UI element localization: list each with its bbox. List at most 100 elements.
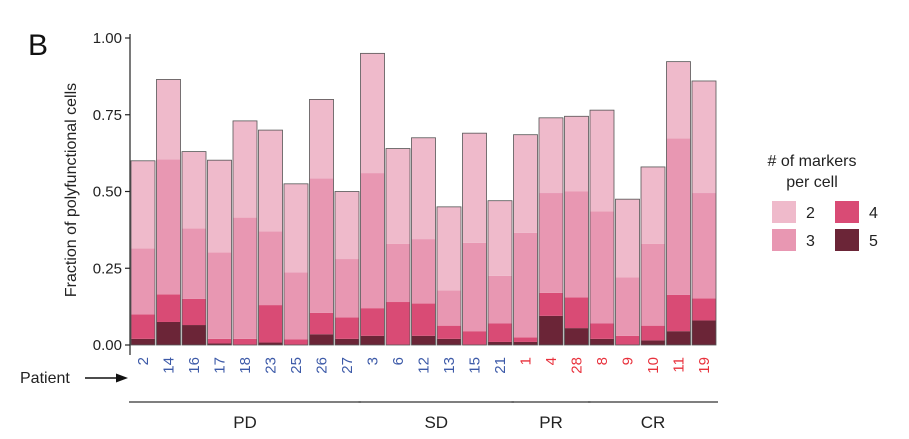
bar-segment-5-markers (309, 334, 334, 345)
bar-segment-2-markers (335, 191, 359, 260)
bar-segment-5-markers (360, 335, 385, 345)
bar-outline (538, 117, 564, 346)
bar-patient-6 (385, 148, 411, 346)
bar-patient-25 (283, 183, 309, 346)
bar-segment-4-markers (513, 337, 538, 342)
bar-segment-3-markers (182, 228, 206, 299)
bar-segment-5-markers (641, 340, 665, 345)
bar-segment-2-markers (207, 160, 232, 253)
legend: # of markers per cell 2 3 4 5 (768, 153, 878, 251)
legend-label-4: 4 (869, 205, 878, 222)
bar-outline (513, 134, 538, 346)
bar-patient-11 (666, 61, 691, 346)
group-label-sd: SD (424, 413, 448, 432)
bar-outline (666, 61, 691, 346)
bar-segment-3-markers (360, 173, 385, 309)
bar-segment-3-markers (207, 252, 232, 339)
patient-label: 19 (696, 357, 713, 374)
patient-label: 26 (314, 357, 331, 374)
bar-segment-5-markers (539, 315, 563, 345)
patient-arrow-icon (85, 373, 128, 383)
patient-label: 9 (620, 357, 637, 365)
legend-swatch-5 (835, 229, 859, 251)
bar-segment-3-markers (335, 259, 359, 318)
bar-segment-3-markers (641, 243, 665, 326)
bar-outline (487, 200, 513, 346)
bar-segment-2-markers (386, 148, 410, 244)
bar-segment-2-markers (666, 61, 691, 139)
patient-label: 11 (671, 357, 688, 373)
bar-segment-3-markers (258, 231, 283, 306)
bar-outline (232, 120, 258, 346)
patient-label: 1 (518, 357, 535, 365)
bar-segment-3-markers (590, 211, 614, 324)
bar-outline (615, 198, 640, 346)
patient-label: 14 (161, 357, 178, 374)
bar-patient-15 (462, 132, 487, 346)
patient-label: 3 (365, 357, 382, 365)
bar-outline (411, 137, 436, 346)
bar-outline (564, 115, 589, 346)
bar-segment-5-markers (488, 341, 512, 345)
bar-segment-3-markers (233, 217, 257, 339)
bar-segment-4-markers (692, 298, 716, 321)
bar-segment-2-markers (615, 199, 640, 278)
bar-segment-4-markers (666, 294, 691, 332)
bar-patient-14 (156, 79, 181, 346)
bar-segment-5-markers (156, 321, 181, 345)
bar-outline (691, 80, 717, 346)
bar-segment-5-markers (131, 338, 155, 345)
bar-segment-2-markers (258, 130, 283, 232)
bar-segment-2-markers (156, 79, 181, 160)
patient-label: 25 (288, 357, 305, 374)
bar-segment-2-markers (488, 200, 512, 276)
bar-segment-3-markers (666, 138, 691, 295)
bar-segment-4-markers (309, 312, 334, 335)
bar-segment-3-markers (462, 242, 487, 332)
y-axis: 0.00 0.25 0.50 0.75 1.00 (93, 30, 131, 355)
bar-segment-4-markers (539, 292, 563, 316)
bar-segment-3-markers (615, 277, 640, 336)
patient-label: 6 (390, 357, 407, 365)
bar-segment-4-markers (386, 302, 410, 345)
bar-patient-9 (615, 198, 640, 346)
bar-patient-16 (181, 151, 207, 346)
bar-patient-21 (487, 200, 513, 346)
patient-arrow-label: Patient (20, 370, 70, 387)
legend-label-3: 3 (806, 233, 815, 250)
bar-segment-5-markers (590, 338, 614, 345)
bar-segment-4-markers (233, 338, 257, 345)
bar-patient-19 (691, 80, 717, 346)
bar-outline (130, 160, 156, 346)
patient-label: 4 (543, 357, 560, 365)
legend-swatch-2 (772, 201, 796, 223)
bar-segment-4-markers (488, 323, 512, 342)
y-axis-title: Fraction of polyfunctional cells (63, 83, 80, 297)
bar-segment-3-markers (437, 290, 461, 326)
patient-label: 12 (416, 357, 433, 374)
bar-segment-3-markers (692, 193, 716, 299)
bar-segment-2-markers (309, 99, 334, 179)
legend-title-line1: # of markers (768, 153, 857, 170)
bar-segment-4-markers (462, 331, 487, 345)
bar-outline (360, 52, 385, 346)
bar-segment-3-markers (564, 191, 589, 298)
legend-label-5: 5 (869, 233, 878, 250)
bar-segment-2-markers (233, 120, 257, 218)
patient-label: 23 (263, 357, 280, 374)
y-tick-label: 1.00 (93, 30, 122, 47)
bar-patient-8 (589, 109, 615, 346)
bar-segment-2-markers (462, 133, 487, 243)
bar-segment-2-markers (692, 80, 716, 194)
patient-label: 18 (237, 357, 254, 374)
bar-segment-3-markers (131, 248, 155, 315)
bar-segment-3-markers (156, 159, 181, 295)
bar-segment-2-markers (182, 151, 206, 229)
bar-segment-2-markers (564, 116, 589, 192)
bar-segment-3-markers (284, 272, 308, 340)
bar-outline (309, 99, 334, 346)
bar-segment-3-markers (411, 239, 436, 304)
bar-segment-5-markers (513, 341, 538, 345)
bar-segment-5-markers (666, 331, 691, 345)
bar-segment-4-markers (590, 323, 614, 339)
